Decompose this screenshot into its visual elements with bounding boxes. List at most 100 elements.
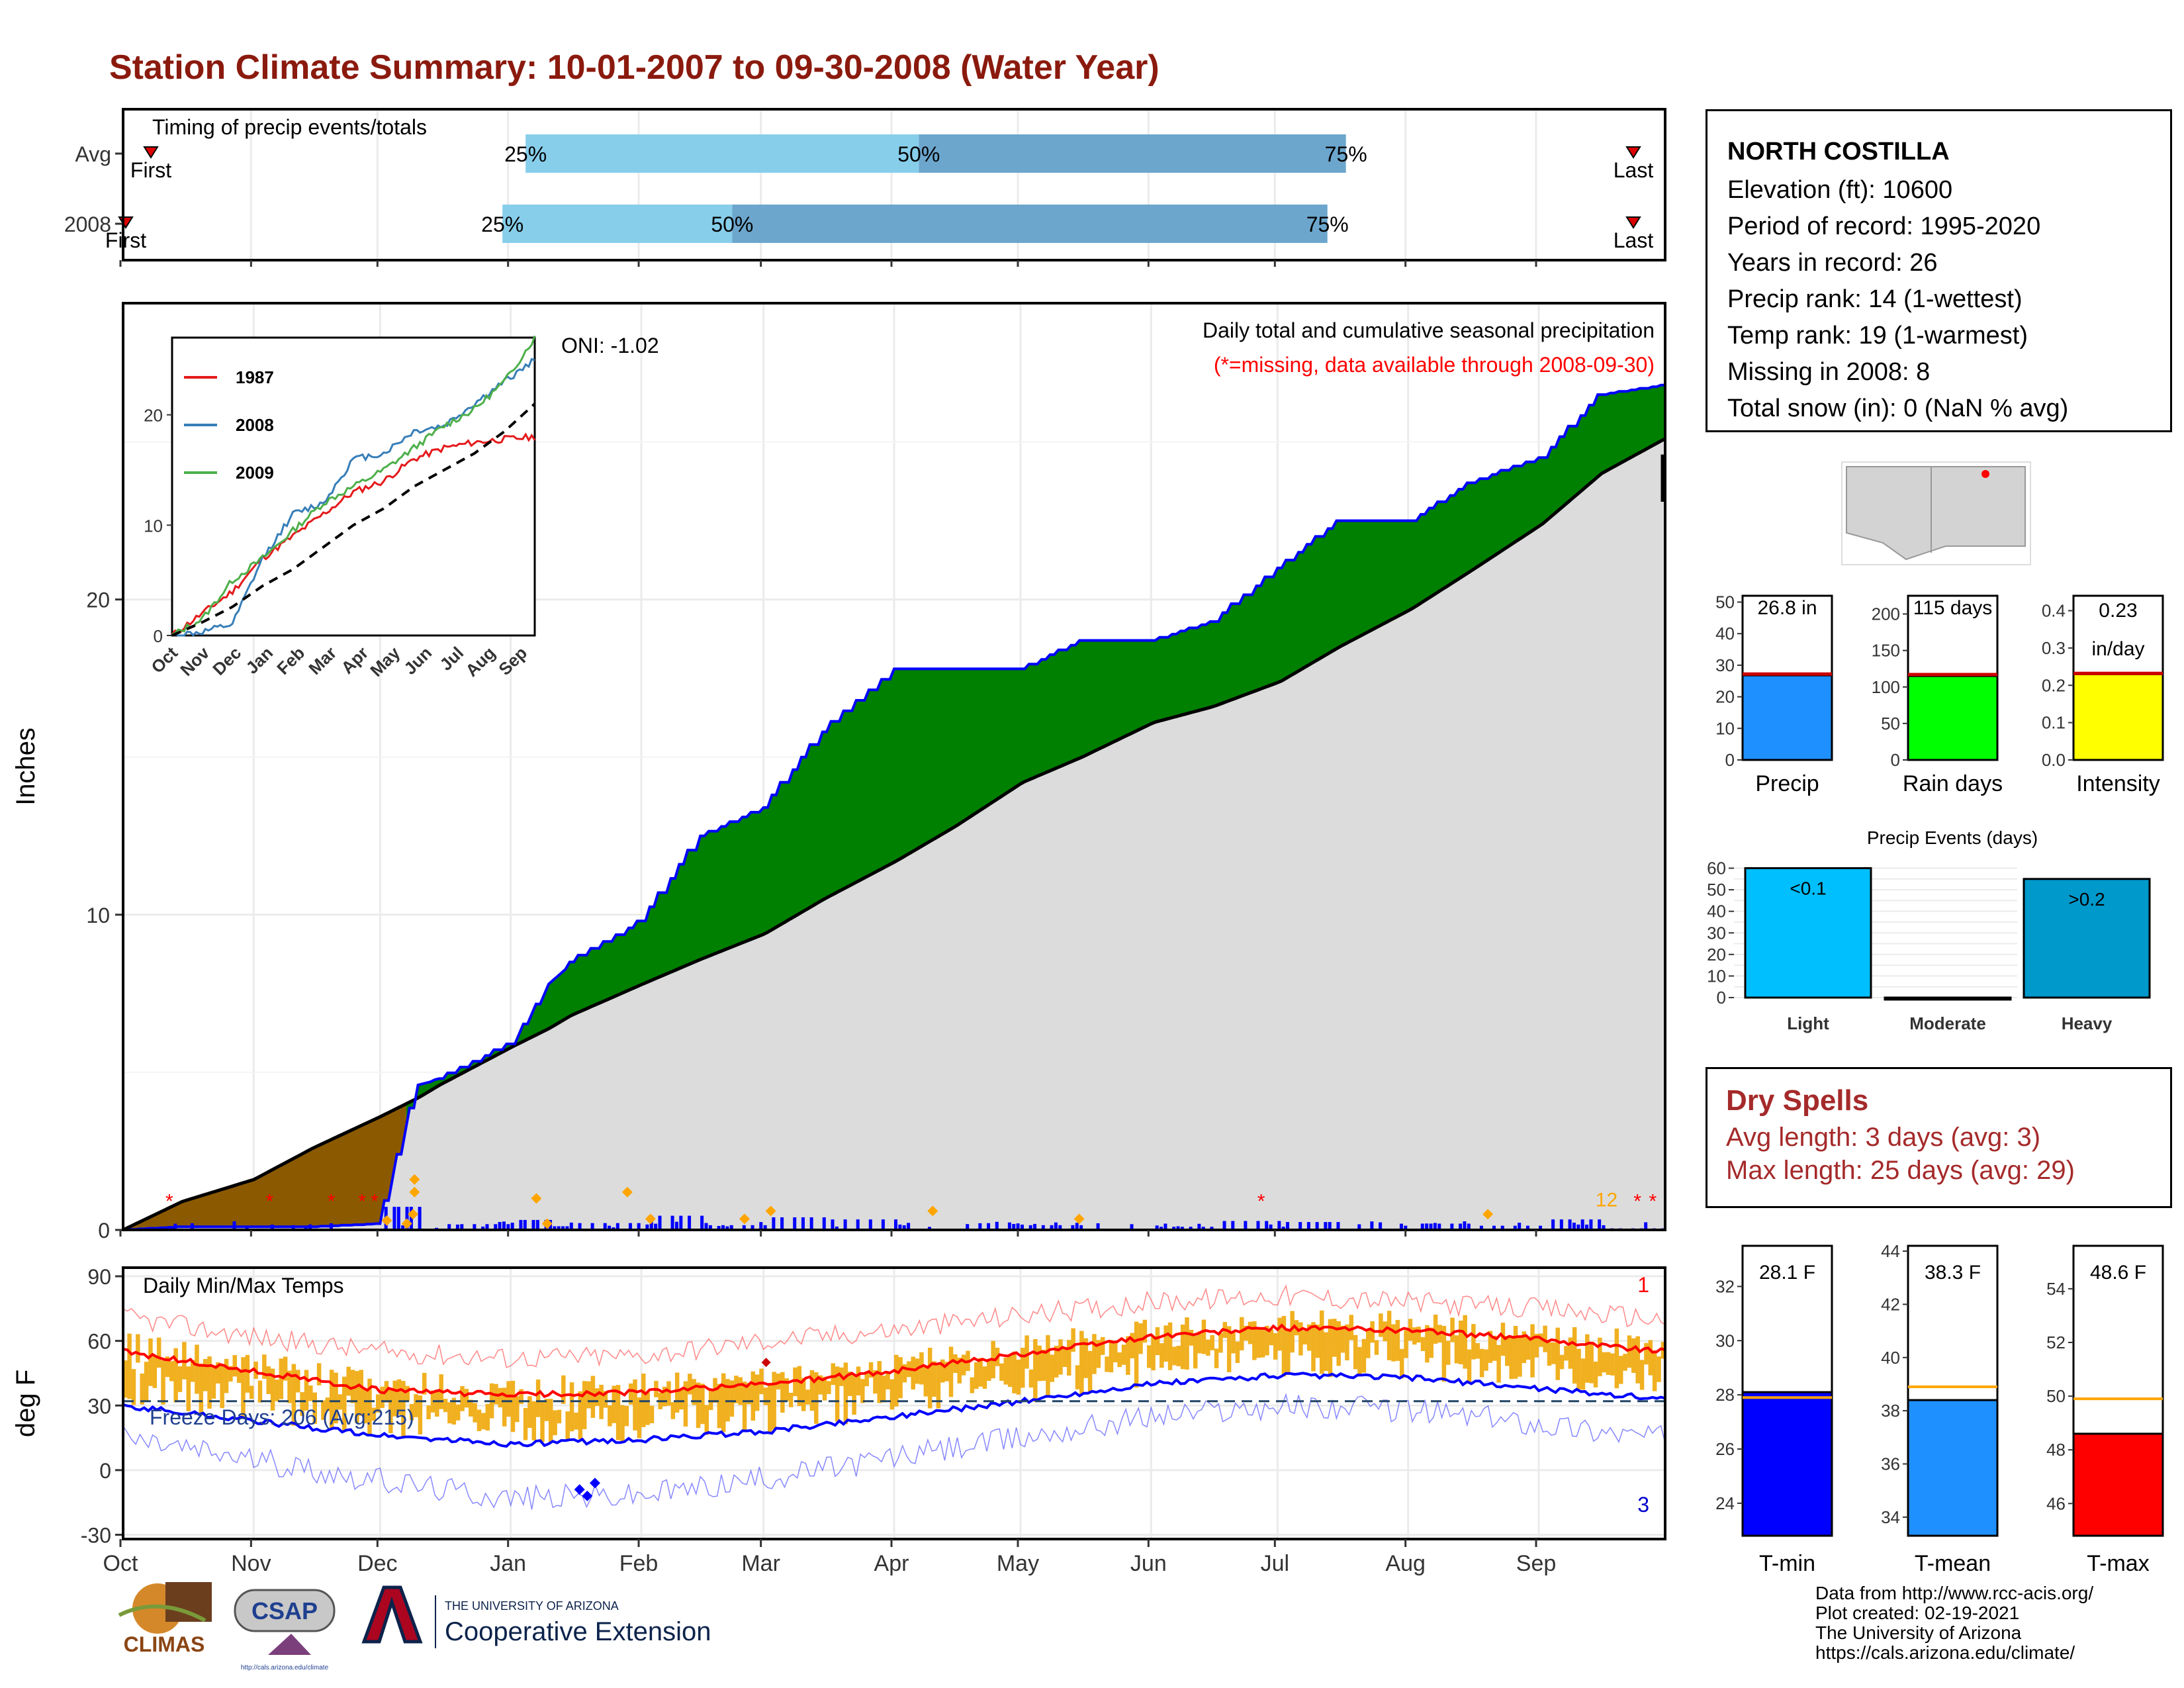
daily-temp-bar — [915, 1358, 920, 1384]
summary-bar-charts: 0 10 20 30 40 50 26.8 in Precip 0 50 100 150 200 115 … — [1715, 592, 2164, 796]
daily-temp-bar — [1113, 1341, 1118, 1362]
daily-temp-bar — [1260, 1329, 1265, 1358]
daily-temp-bar — [1420, 1336, 1426, 1351]
daily-precip-bar — [822, 1217, 826, 1230]
daily-temp-bar — [422, 1372, 427, 1395]
daily-precip-bar — [329, 1223, 333, 1230]
daily-precip-bar — [1155, 1225, 1159, 1230]
daily-precip-bar — [856, 1219, 860, 1230]
cumulative-2008-line — [123, 383, 1665, 1231]
daily-temp-bar — [987, 1358, 991, 1381]
daily-precip-bar — [898, 1224, 902, 1230]
daily-precip-bar — [502, 1221, 506, 1230]
daily-temp-bar — [1189, 1329, 1194, 1346]
daily-temp-bar — [1559, 1354, 1565, 1370]
timing-frame — [122, 108, 1666, 261]
daily-temp-bar — [1054, 1346, 1059, 1378]
temp-value-label: 38.3 F — [1925, 1262, 1981, 1284]
daily-precip-bar — [1492, 1225, 1496, 1230]
daily-precip-bar — [523, 1219, 527, 1230]
daily-temp-bar — [1193, 1335, 1198, 1369]
summary-y-tick: 200 — [1872, 604, 1900, 624]
daily-temp-bar — [1134, 1321, 1139, 1388]
daily-precip-bar — [881, 1219, 885, 1230]
daily-temp-bar — [1235, 1341, 1240, 1364]
daily-precip-bar — [717, 1226, 721, 1230]
daily-temp-bar — [852, 1374, 856, 1415]
daily-temp-bar — [801, 1378, 806, 1411]
daily-temp-bar — [1639, 1360, 1645, 1390]
daily-temp-bar — [186, 1366, 191, 1411]
daily-temp-bar — [1071, 1328, 1075, 1352]
daily-temp-bar — [1172, 1346, 1177, 1366]
temp-summary-bar — [1907, 1399, 1999, 1537]
daily-precip-bar — [590, 1223, 594, 1230]
timing-p75-label: 75% — [1306, 212, 1349, 236]
daily-temp-bar — [557, 1409, 562, 1424]
daily-precip-bar — [1568, 1219, 1572, 1230]
daily-precip-bar — [1163, 1223, 1167, 1230]
daily-temp-bar — [1374, 1340, 1379, 1355]
month-label: Aug — [1385, 1551, 1426, 1576]
daily-temp-bar — [1631, 1338, 1636, 1374]
heavy-event-marker — [1073, 1213, 1085, 1225]
summary-value-label: 115 days — [1913, 597, 1993, 619]
record-low-marker — [582, 1490, 593, 1501]
daily-temp-bar — [1160, 1343, 1164, 1368]
inset-y-tick: 10 — [144, 516, 163, 536]
daily-temp-bar — [469, 1399, 473, 1417]
daily-temp-bar — [296, 1370, 300, 1393]
daily-temp-bar — [1589, 1341, 1594, 1383]
daily-precip-bar — [763, 1225, 767, 1230]
daily-temp-bar — [1252, 1321, 1257, 1360]
daily-temp-bar — [1370, 1321, 1375, 1343]
daily-temp-bar — [270, 1368, 275, 1411]
daily-precip-bar — [392, 1207, 396, 1230]
daily-precip-bar — [603, 1223, 607, 1230]
daily-temp-bar — [649, 1405, 655, 1424]
daily-precip-bar — [291, 1225, 295, 1230]
daily-temp-bar — [451, 1397, 457, 1425]
daily-temp-bar — [894, 1354, 899, 1407]
temp-bar-y-tick: 34 — [1881, 1507, 1900, 1527]
temp-bar-label: T-min — [1759, 1551, 1815, 1576]
daily-temp-bar — [1340, 1325, 1345, 1353]
record-low-marker — [589, 1477, 600, 1489]
daily-temp-bar — [927, 1348, 933, 1409]
daily-temp-bar — [974, 1362, 979, 1389]
daily-temp-bar — [1518, 1336, 1522, 1377]
daily-temp-bar — [700, 1383, 705, 1425]
daily-temp-bar — [1210, 1335, 1214, 1350]
daily-precip-bar — [1231, 1221, 1235, 1230]
daily-precip-bar — [751, 1225, 754, 1230]
ua-logo-mark — [361, 1585, 423, 1644]
ua-logo-big-text: Cooperative Extension — [445, 1617, 711, 1646]
climas-logo-text: CLIMAS — [124, 1632, 205, 1656]
month-label: Dec — [357, 1551, 397, 1576]
daily-precip-bar — [1379, 1222, 1383, 1230]
daily-temp-bar — [144, 1362, 149, 1402]
daily-temp-bar — [123, 1360, 128, 1398]
daily-temp-bar — [738, 1377, 743, 1405]
timing-q2-bar — [919, 134, 1346, 173]
daily-precip-bar — [1459, 1223, 1463, 1230]
summary-y-tick: 20 — [1715, 687, 1735, 707]
daily-temp-bar — [1555, 1327, 1560, 1380]
daily-temp-bar — [148, 1338, 153, 1386]
summary-y-tick: 0 — [1725, 750, 1735, 770]
daily-temp-bar — [1244, 1325, 1248, 1341]
temp-bar-y-tick: 28 — [1715, 1385, 1735, 1405]
avg-cumulative-area — [123, 438, 1665, 1230]
daily-temp-bar — [696, 1382, 701, 1429]
daily-precip-bar — [401, 1225, 405, 1230]
daily-precip-bar — [1054, 1222, 1058, 1230]
daily-temp-bar — [1580, 1358, 1586, 1390]
daily-temp-bar — [1441, 1325, 1447, 1382]
csap-logo-cloud — [234, 1589, 336, 1632]
daily-temp-bar — [430, 1390, 435, 1413]
daily-precip-bar — [708, 1225, 712, 1230]
month-label: Mar — [741, 1551, 780, 1576]
daily-temp-bar — [822, 1376, 827, 1401]
daily-precip-bar — [1328, 1222, 1332, 1230]
